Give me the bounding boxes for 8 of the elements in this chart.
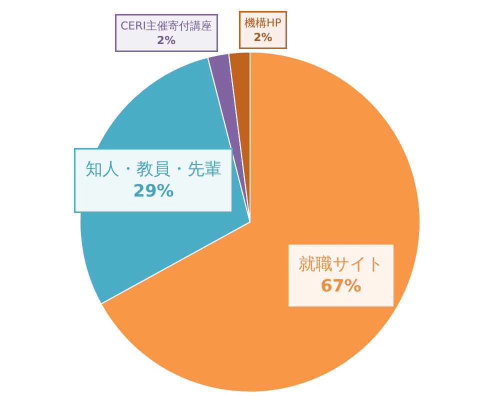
slice-label: 知人・教員・先輩 — [86, 160, 222, 180]
data-label: 67% — [320, 276, 362, 297]
slice-label: 機構HP — [244, 16, 282, 30]
data-label: 2% — [254, 30, 272, 44]
slice-label: CERI主催寄付講座 — [120, 20, 212, 32]
data-label: 29% — [133, 182, 174, 202]
data-label: 2% — [156, 34, 176, 47]
slice-label: 就職サイト — [298, 254, 384, 274]
